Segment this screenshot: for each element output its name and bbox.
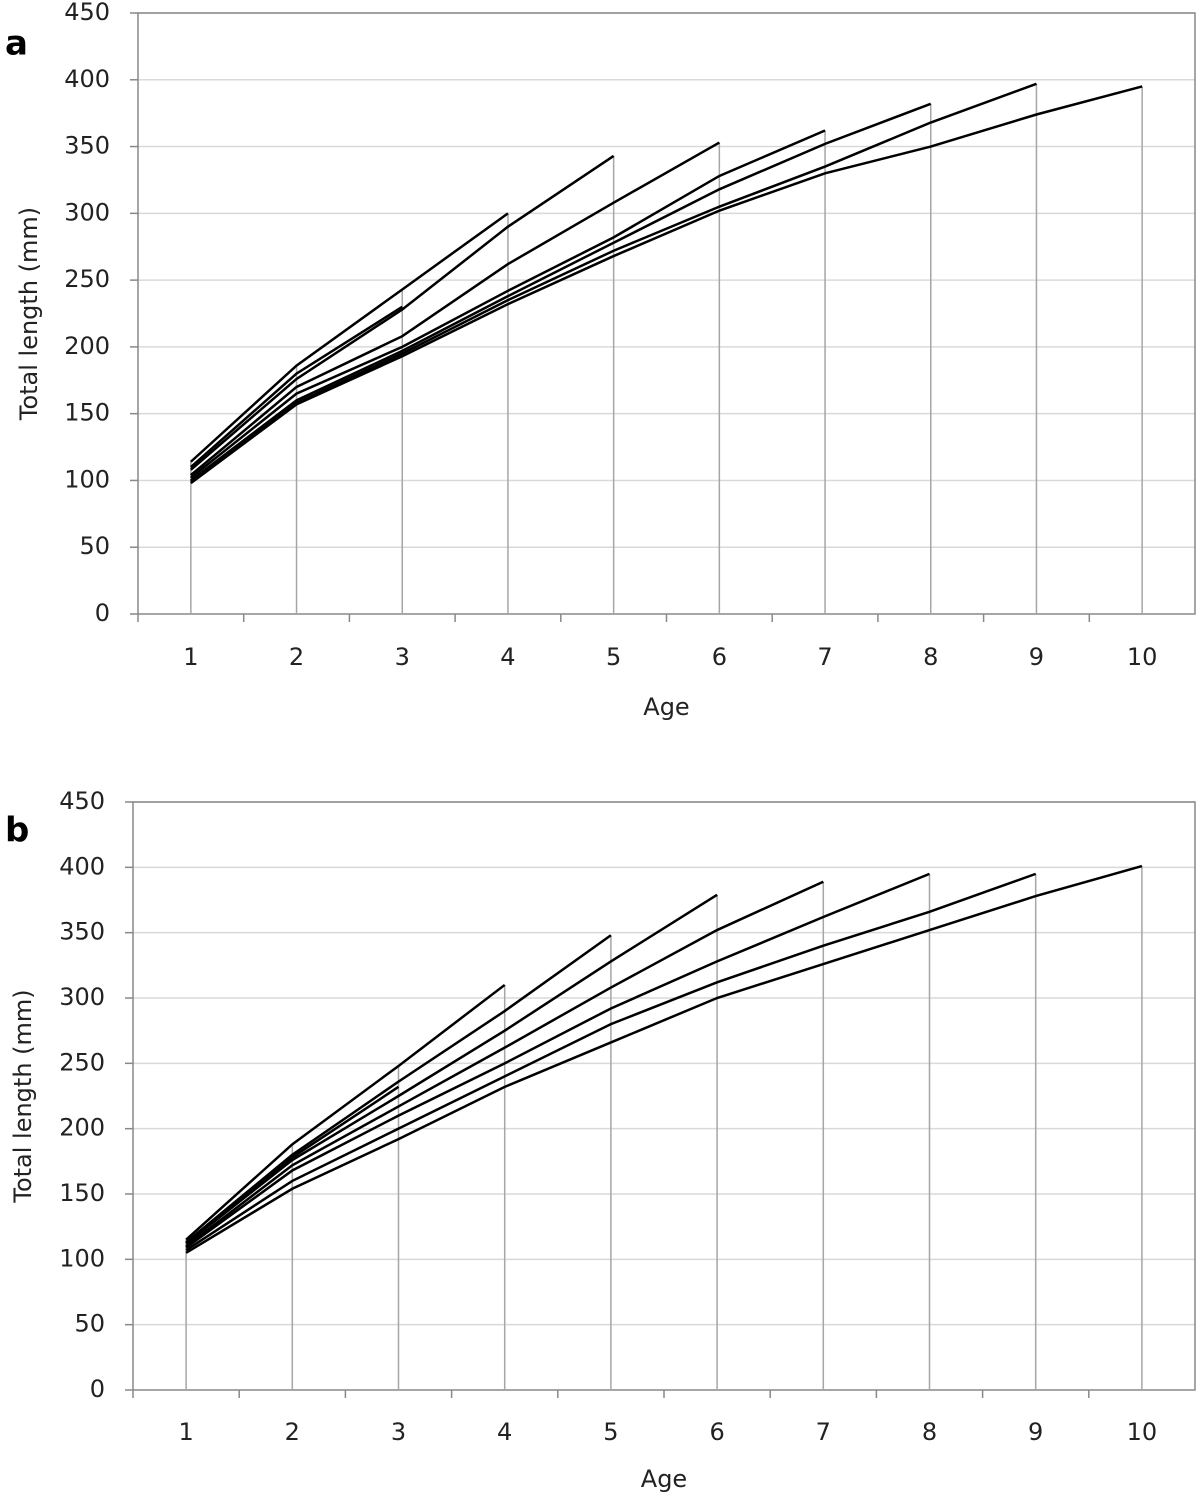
x-tick-label: 5 [606, 643, 621, 671]
y-tick-label: 400 [64, 65, 110, 93]
y-tick-label: 350 [64, 132, 110, 160]
y-tick-label: 0 [90, 1375, 105, 1403]
y-tick-label: 0 [95, 599, 110, 627]
x-tick-label: 1 [178, 1418, 193, 1446]
series-line [185, 864, 1143, 1254]
y-tick-label: 400 [59, 852, 105, 880]
y-tick-label: 200 [64, 332, 110, 360]
y-tick-label: 300 [64, 198, 110, 226]
x-axis-title: Age [643, 693, 689, 721]
y-tick-label: 250 [64, 265, 110, 293]
y-tick-label: 450 [64, 0, 110, 26]
y-tick-label: 50 [79, 532, 110, 560]
series-line [185, 880, 824, 1248]
series-line [190, 154, 615, 471]
x-tick-label: 6 [712, 643, 727, 671]
x-tick-label: 8 [922, 1418, 937, 1446]
y-tick-label: 300 [59, 983, 105, 1011]
series-line [190, 305, 403, 469]
x-tick-label: 4 [497, 1418, 512, 1446]
y-tick-label: 100 [64, 465, 110, 493]
x-tick-label: 10 [1127, 643, 1158, 671]
y-tick-label: 450 [59, 787, 105, 815]
series-line [185, 934, 612, 1244]
series-line [185, 983, 506, 1241]
x-tick-label: 10 [1127, 1418, 1158, 1446]
x-tick-label: 2 [285, 1418, 300, 1446]
y-tick-label: 150 [59, 1179, 105, 1207]
series-line [185, 872, 1037, 1252]
series-line [190, 85, 1143, 485]
x-tick-label: 3 [395, 643, 410, 671]
y-axis-title: Total length (mm) [15, 207, 43, 421]
panel-label: a [5, 24, 28, 64]
series-line [190, 212, 509, 463]
series-line [185, 893, 718, 1245]
x-tick-label: 4 [500, 643, 515, 671]
series-line [185, 872, 930, 1249]
x-tick-label: 6 [709, 1418, 724, 1446]
y-tick-label: 100 [59, 1244, 105, 1272]
y-tick-label: 250 [59, 1048, 105, 1076]
series-line [190, 102, 932, 482]
x-tick-label: 2 [289, 643, 304, 671]
y-tick-label: 150 [64, 399, 110, 427]
x-tick-label: 5 [603, 1418, 618, 1446]
series-line [190, 129, 826, 479]
x-tick-label: 8 [923, 643, 938, 671]
series-line [190, 82, 1037, 483]
x-axis-title: Age [641, 1465, 687, 1493]
x-tick-label: 7 [816, 1418, 831, 1446]
x-tick-label: 7 [817, 643, 832, 671]
panel-label: b [5, 811, 29, 851]
x-tick-label: 9 [1028, 1418, 1043, 1446]
y-tick-label: 350 [59, 918, 105, 946]
x-tick-label: 3 [391, 1418, 406, 1446]
y-axis-title: Total length (mm) [9, 989, 37, 1203]
y-tick-label: 200 [59, 1114, 105, 1142]
x-tick-label: 9 [1029, 643, 1044, 671]
x-tick-label: 1 [183, 643, 198, 671]
y-tick-label: 50 [74, 1310, 105, 1338]
series-line [190, 141, 720, 477]
